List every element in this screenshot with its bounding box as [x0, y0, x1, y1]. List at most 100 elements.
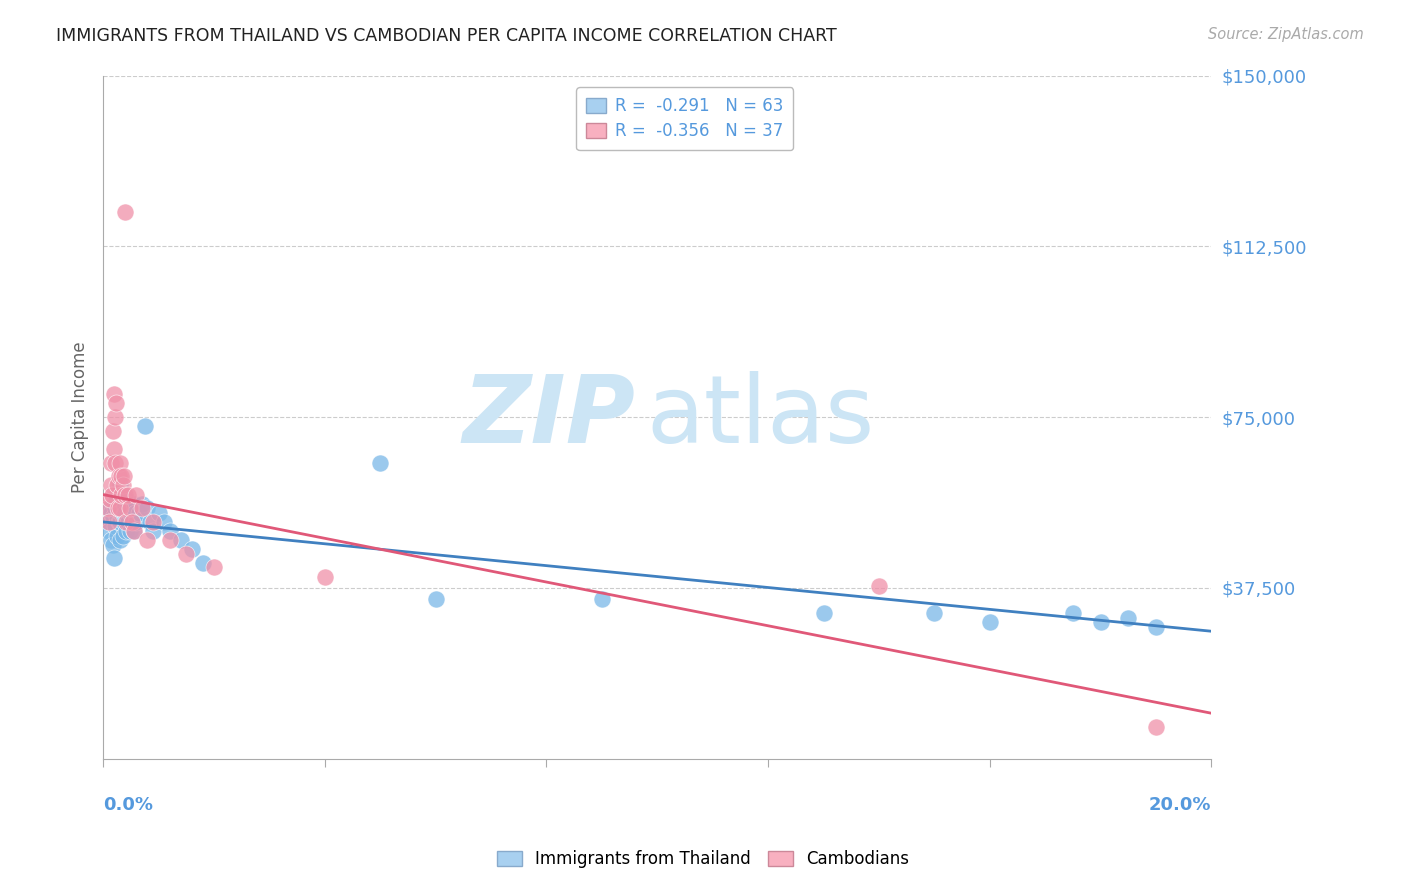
Point [108, 478, 131, 492]
Point [107, 469, 129, 483]
Point [114, 506, 136, 520]
Text: 20.0%: 20.0% [1149, 797, 1212, 814]
Point [118, 524, 141, 538]
Point [180, 542, 202, 557]
Text: IMMIGRANTS FROM THAILAND VS CAMBODIAN PER CAPITA INCOME CORRELATION CHART: IMMIGRANTS FROM THAILAND VS CAMBODIAN PE… [56, 27, 837, 45]
Point [110, 487, 132, 501]
Y-axis label: Per Capita Income: Per Capita Income [72, 342, 89, 493]
Point [1062, 606, 1084, 620]
Point [101, 510, 124, 524]
Point [104, 501, 127, 516]
Point [111, 478, 134, 492]
Point [100, 533, 122, 548]
Point [128, 506, 150, 520]
Point [114, 205, 136, 219]
Point [122, 497, 145, 511]
Point [170, 533, 193, 548]
Point [100, 506, 122, 520]
Point [148, 506, 170, 520]
Point [591, 592, 613, 607]
Point [117, 487, 139, 501]
Point [105, 528, 128, 542]
Point [97, 524, 120, 538]
Point [108, 533, 131, 548]
Point [115, 492, 138, 507]
Text: ZIP: ZIP [463, 371, 636, 463]
Point [139, 515, 162, 529]
Point [101, 487, 124, 501]
Point [110, 506, 132, 520]
Point [103, 387, 125, 401]
Point [97, 501, 120, 516]
Point [115, 524, 138, 538]
Point [104, 456, 127, 470]
Point [142, 524, 165, 538]
Point [924, 606, 946, 620]
Point [111, 510, 134, 524]
Text: atlas: atlas [647, 371, 875, 463]
Point [101, 424, 124, 438]
Point [97, 515, 120, 529]
Point [100, 478, 122, 492]
Point [98, 492, 121, 507]
Point [122, 524, 145, 538]
Point [142, 515, 165, 529]
Point [117, 515, 139, 529]
Point [115, 515, 138, 529]
Point [368, 456, 391, 470]
Point [104, 410, 127, 425]
Point [979, 615, 1001, 629]
Legend: R =  -0.291   N = 63, R =  -0.356   N = 37: R = -0.291 N = 63, R = -0.356 N = 37 [576, 87, 793, 150]
Point [136, 501, 159, 516]
Point [105, 478, 128, 492]
Point [120, 501, 142, 516]
Text: 0.0%: 0.0% [103, 797, 153, 814]
Point [97, 515, 120, 529]
Point [1144, 620, 1167, 634]
Point [131, 497, 153, 511]
Point [107, 515, 129, 529]
Point [108, 515, 131, 529]
Point [125, 487, 148, 501]
Point [191, 556, 214, 570]
Point [103, 442, 125, 456]
Point [122, 524, 145, 538]
Point [118, 506, 141, 520]
Text: Source: ZipAtlas.com: Source: ZipAtlas.com [1208, 27, 1364, 42]
Point [110, 469, 132, 483]
Point [159, 533, 181, 548]
Point [105, 396, 128, 410]
Point [121, 515, 143, 529]
Point [114, 487, 136, 501]
Point [105, 510, 128, 524]
Point [136, 533, 159, 548]
Point [813, 606, 835, 620]
Point [121, 510, 143, 524]
Point [425, 592, 447, 607]
Point [107, 501, 129, 516]
Point [108, 456, 131, 470]
Point [314, 569, 336, 583]
Point [174, 547, 197, 561]
Point [1116, 610, 1139, 624]
Point [118, 501, 141, 516]
Point [103, 497, 125, 511]
Point [124, 506, 146, 520]
Point [112, 515, 135, 529]
Point [111, 528, 134, 542]
Point [117, 497, 139, 511]
Point [104, 519, 127, 533]
Point [153, 515, 176, 529]
Point [108, 501, 131, 516]
Point [1144, 720, 1167, 734]
Point [868, 579, 890, 593]
Point [107, 497, 129, 511]
Point [110, 487, 132, 501]
Point [112, 497, 135, 511]
Point [134, 419, 156, 434]
Point [1090, 615, 1112, 629]
Point [98, 501, 121, 516]
Point [125, 515, 148, 529]
Point [105, 492, 128, 507]
Point [101, 538, 124, 552]
